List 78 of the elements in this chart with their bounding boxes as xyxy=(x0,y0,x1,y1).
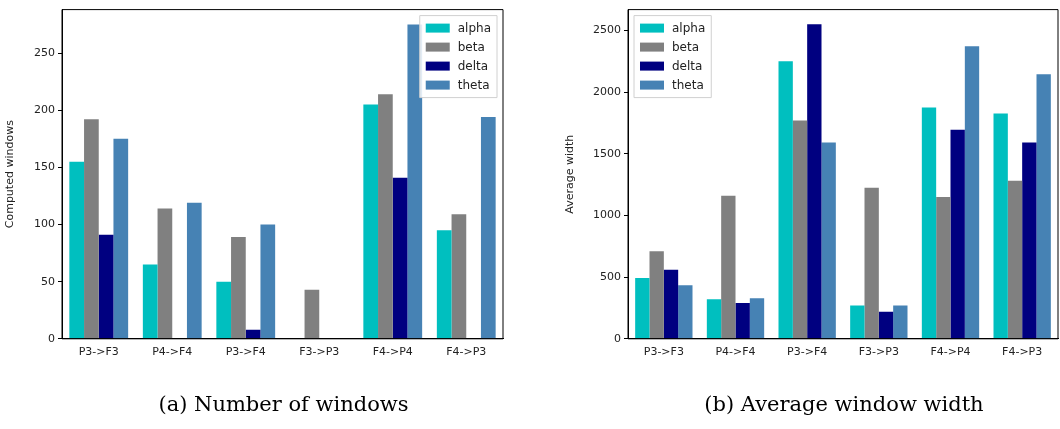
legend-label: beta xyxy=(672,39,700,54)
x-tick-label: F4->P3 xyxy=(446,345,487,359)
bar xyxy=(893,305,908,339)
bar xyxy=(850,305,865,339)
bar xyxy=(649,251,664,339)
bar xyxy=(231,237,246,339)
y-axis-title: Average width xyxy=(563,134,577,214)
x-tick-label: P3->F3 xyxy=(643,345,684,359)
y-axis-title: Computed windows xyxy=(3,119,17,229)
bar xyxy=(1036,74,1051,339)
y-tick-label: 0 xyxy=(48,331,55,345)
legend-label: alpha xyxy=(457,20,491,35)
bar xyxy=(678,285,693,339)
bar xyxy=(392,177,408,339)
x-tick-label: F4->P3 xyxy=(1002,345,1043,359)
x-tick-label: P3->F4 xyxy=(787,345,828,359)
y-tick-label: 100 xyxy=(34,217,55,231)
bar xyxy=(157,208,173,339)
x-tick-label: P4->F4 xyxy=(152,345,193,359)
y-tick-label: 1000 xyxy=(593,208,621,222)
bar xyxy=(864,187,879,339)
bar xyxy=(778,61,793,339)
y-tick-label: 150 xyxy=(34,160,55,174)
bar xyxy=(921,107,937,339)
legend-label: theta xyxy=(457,77,490,92)
bar xyxy=(378,94,393,339)
bar xyxy=(706,299,722,339)
bar xyxy=(635,277,650,339)
x-tick-label: F3->P3 xyxy=(299,345,340,359)
bar xyxy=(721,195,736,339)
y-tick-label: 2500 xyxy=(593,23,621,37)
x-tick-label: F3->P3 xyxy=(858,345,899,359)
bar xyxy=(98,234,114,339)
bar xyxy=(807,24,822,339)
bar xyxy=(821,142,836,339)
legend-label: delta xyxy=(672,58,703,73)
bar xyxy=(113,138,129,339)
bar xyxy=(451,214,467,339)
bar xyxy=(1007,180,1023,339)
y-tick-label: 0 xyxy=(614,331,621,345)
bar xyxy=(749,298,765,339)
text: (b) Average window width xyxy=(703,392,985,416)
y-tick-label: 1500 xyxy=(593,146,621,160)
bar xyxy=(950,129,965,339)
bar xyxy=(304,289,320,339)
y-tick-label: 2000 xyxy=(593,84,621,98)
y-tick-label: 250 xyxy=(34,45,55,59)
x-tick-label: P3->F3 xyxy=(78,345,119,359)
text: (a) Number of windows xyxy=(157,392,410,416)
bar xyxy=(69,161,85,339)
bar xyxy=(436,230,452,339)
bar xyxy=(792,120,808,339)
bar xyxy=(993,113,1008,339)
bar xyxy=(260,224,276,339)
bar xyxy=(936,196,951,339)
y-tick-label: 200 xyxy=(34,103,55,117)
bar xyxy=(407,24,423,339)
bar xyxy=(663,269,679,339)
x-tick-label: P4->F4 xyxy=(715,345,756,359)
bar xyxy=(84,119,99,339)
bar xyxy=(964,46,980,339)
bar xyxy=(735,303,750,339)
bar xyxy=(142,264,158,339)
bar xyxy=(878,311,894,339)
legend-label: theta xyxy=(672,77,704,92)
bar xyxy=(1022,142,1037,339)
legend-label: delta xyxy=(457,58,489,73)
y-tick-label: 50 xyxy=(41,274,55,288)
x-tick-label: F4->P4 xyxy=(372,345,413,359)
bar xyxy=(216,281,232,339)
x-tick-label: F4->P4 xyxy=(930,345,971,359)
bar xyxy=(186,202,202,339)
bar xyxy=(363,104,379,339)
x-tick-label: P3->F4 xyxy=(225,345,266,359)
legend-label: beta xyxy=(457,39,485,54)
bar xyxy=(480,117,496,339)
y-tick-label: 500 xyxy=(600,269,621,283)
legend-label: alpha xyxy=(672,20,706,35)
